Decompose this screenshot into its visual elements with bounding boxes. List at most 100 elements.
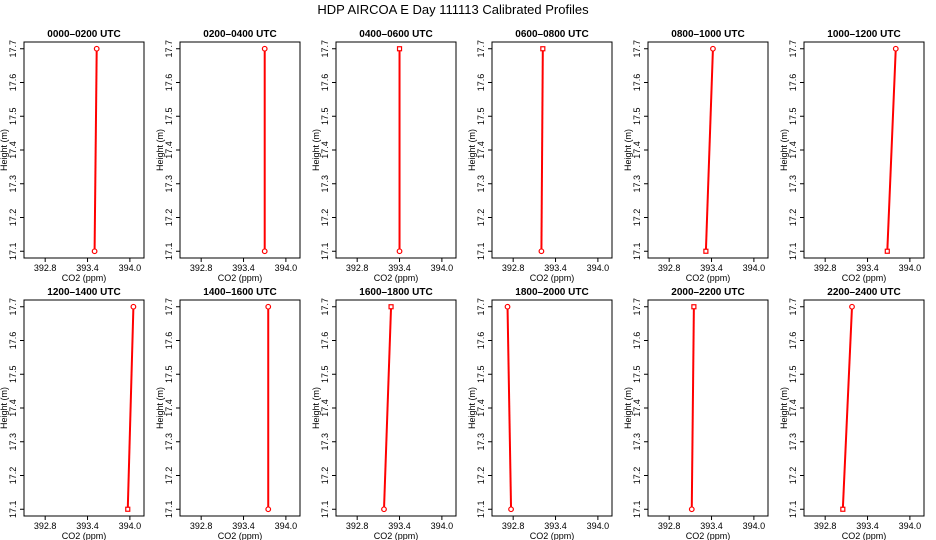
x-tick-label: 394.0 — [275, 263, 298, 273]
x-axis-label: CO2 (ppm) — [530, 273, 575, 283]
y-tick-label: 17.4 — [320, 399, 330, 417]
data-point-circle — [688, 506, 695, 513]
data-point-circle — [710, 45, 716, 52]
x-tick-label: 392.8 — [34, 521, 57, 531]
y-tick-label: 17.5 — [476, 107, 486, 125]
x-axis-label: CO2 (ppm) — [530, 531, 575, 540]
y-axis-label: Height (m) — [467, 129, 477, 171]
data-point-circle — [93, 45, 100, 52]
y-tick-label: 17.6 — [632, 74, 642, 92]
y-tick-label: 17.1 — [788, 242, 798, 260]
panel-title: 2200–2400 UTC — [827, 287, 900, 298]
y-tick-label: 17.4 — [164, 399, 174, 417]
data-point-square — [840, 506, 846, 512]
y-tick-label: 17.6 — [476, 332, 486, 350]
y-tick-label: 17.7 — [476, 40, 486, 58]
x-tick-label: 394.0 — [587, 263, 610, 273]
x-tick-label: 393.4 — [232, 263, 255, 273]
y-tick-label: 17.5 — [632, 365, 642, 383]
y-tick-label: 17.6 — [164, 332, 174, 350]
y-tick-label: 17.4 — [320, 141, 330, 159]
y-tick-label: 17.2 — [320, 209, 330, 227]
x-tick-label: 393.4 — [76, 521, 99, 531]
y-tick-label: 17.1 — [476, 500, 486, 518]
x-tick-label: 392.8 — [346, 521, 369, 531]
panel-2: 0200–0400 UTC 392.8 393.4 394.0 CO2 (ppm) 17.… — [155, 29, 301, 283]
x-axis-label: CO2 (ppm) — [374, 531, 419, 540]
y-tick-label: 17.5 — [8, 107, 18, 125]
x-tick-label: 392.8 — [190, 521, 213, 531]
x-tick-label: 392.8 — [814, 521, 837, 531]
plot-frame — [179, 299, 301, 517]
y-tick-label: 17.4 — [788, 141, 798, 159]
x-tick-label: 394.0 — [431, 521, 454, 531]
x-axis-label: CO2 (ppm) — [62, 531, 107, 540]
plot-frame — [491, 41, 613, 259]
y-tick-label: 17.6 — [8, 332, 18, 350]
y-axis-label: Height (m) — [311, 129, 321, 171]
x-tick-label: 392.8 — [658, 263, 681, 273]
panel-3: 0400–0600 UTC 392.8 393.4 394.0 CO2 (ppm) 17.… — [311, 29, 457, 283]
data-point-circle — [381, 506, 387, 513]
profile-line — [93, 48, 98, 252]
x-tick-label: 392.8 — [502, 263, 525, 273]
data-point-square — [388, 304, 394, 310]
y-tick-label: 17.3 — [164, 433, 174, 451]
y-tick-label: 17.1 — [632, 500, 642, 518]
y-tick-label: 17.4 — [8, 141, 18, 159]
y-tick-label: 17.1 — [8, 242, 18, 260]
panel-title: 1200–1400 UTC — [47, 287, 120, 298]
y-tick-label: 17.3 — [788, 433, 798, 451]
panel-5: 0800–1000 UTC 392.8 393.4 394.0 CO2 (ppm) 17.… — [623, 29, 769, 283]
y-tick-label: 17.4 — [164, 141, 174, 159]
y-tick-label: 17.6 — [632, 332, 642, 350]
x-tick-label: 392.8 — [190, 263, 213, 273]
panel-title: 0800–1000 UTC — [671, 29, 744, 40]
x-tick-label: 394.0 — [275, 521, 298, 531]
y-tick-label: 17.2 — [8, 467, 18, 485]
y-tick-label: 17.1 — [320, 500, 330, 518]
x-tick-label: 394.0 — [899, 521, 922, 531]
x-tick-label: 393.4 — [856, 521, 879, 531]
y-tick-label: 17.5 — [8, 365, 18, 383]
y-tick-label: 17.1 — [164, 500, 174, 518]
y-tick-label: 17.1 — [632, 242, 642, 260]
y-tick-label: 17.5 — [320, 365, 330, 383]
y-tick-label: 17.3 — [476, 433, 486, 451]
profile-line — [886, 48, 897, 252]
y-axis-label: Height (m) — [155, 387, 165, 429]
y-axis-label: Height (m) — [311, 387, 321, 429]
y-tick-label: 17.7 — [164, 40, 174, 58]
panel-title: 1000–1200 UTC — [827, 29, 900, 40]
y-tick-label: 17.7 — [320, 298, 330, 316]
panel-title: 2000–2200 UTC — [671, 287, 744, 298]
profile-line — [383, 306, 393, 510]
y-axis-label: Height (m) — [0, 387, 9, 429]
panel-7: 1200–1400 UTC 392.8 393.4 394.0 CO2 (ppm) 17.… — [0, 287, 145, 540]
y-tick-label: 17.3 — [476, 175, 486, 193]
x-tick-label: 392.8 — [814, 263, 837, 273]
y-tick-label: 17.2 — [476, 467, 486, 485]
data-point-circle — [261, 248, 268, 255]
data-point-circle — [892, 45, 899, 52]
x-tick-label: 393.4 — [76, 263, 99, 273]
panel-4: 0600–0800 UTC 392.8 393.4 394.0 CO2 (ppm) 17.… — [467, 29, 613, 283]
x-axis-label: CO2 (ppm) — [374, 273, 419, 283]
panel-title: 0000–0200 UTC — [47, 29, 120, 40]
x-tick-label: 393.4 — [700, 263, 723, 273]
x-tick-label: 392.8 — [346, 263, 369, 273]
x-axis-label: CO2 (ppm) — [686, 531, 731, 540]
x-tick-label: 394.0 — [743, 263, 766, 273]
plot-frame — [335, 299, 457, 517]
y-axis-label: Height (m) — [0, 129, 9, 171]
y-tick-label: 17.3 — [8, 433, 18, 451]
data-point-square — [884, 248, 890, 254]
data-point-circle — [91, 248, 98, 255]
x-tick-label: 394.0 — [431, 263, 454, 273]
y-tick-label: 17.6 — [8, 74, 18, 92]
panel-8: 1400–1600 UTC 392.8 393.4 394.0 CO2 (ppm) 17.… — [155, 287, 301, 540]
panels-group: 0000–0200 UTC 392.8 393.4 394.0 CO2 (ppm) 17.… — [0, 29, 925, 540]
data-point-square — [396, 46, 403, 52]
y-tick-label: 17.1 — [320, 242, 330, 260]
y-tick-label: 17.4 — [476, 399, 486, 417]
